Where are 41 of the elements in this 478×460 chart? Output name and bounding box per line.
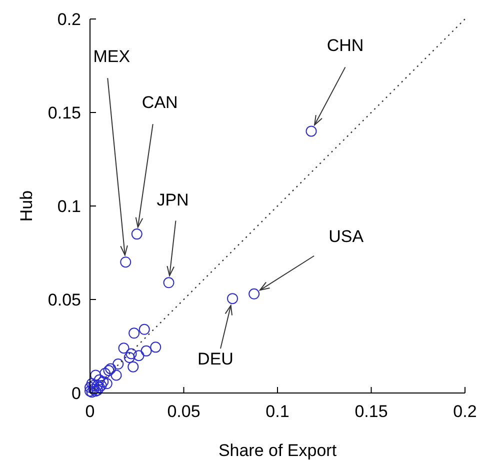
point: [124, 352, 135, 363]
point: [227, 293, 238, 304]
y-tick-label: 0.15: [48, 104, 81, 122]
x-tick-label: 0.15: [354, 402, 388, 421]
point: [163, 277, 174, 288]
point: [306, 126, 317, 137]
point: [248, 288, 260, 300]
point: [140, 345, 152, 356]
x-axis-title: Share of Export: [218, 441, 337, 460]
y-tick-label: 0.05: [48, 290, 81, 310]
y-tick-label: 0.2: [57, 10, 81, 29]
point: [138, 324, 150, 335]
point: [100, 368, 110, 379]
point: [110, 370, 122, 381]
point: [120, 256, 132, 268]
x-tick-label: 0.2: [453, 402, 477, 421]
point: [150, 342, 162, 353]
annotation: JPN: [156, 190, 189, 210]
point: [133, 350, 144, 362]
annotation: USA: [328, 226, 364, 246]
y-tick-label: 0.1: [57, 197, 81, 216]
point: [128, 328, 140, 339]
annotation: MEX: [93, 47, 130, 66]
point: [112, 358, 124, 370]
point: [90, 370, 102, 381]
x-tick-label: 0.1: [266, 402, 290, 421]
annotation: CAN: [142, 93, 178, 112]
point: [128, 361, 139, 372]
point: [98, 376, 109, 388]
annotation: CHN: [326, 36, 364, 56]
point: [126, 348, 137, 360]
x-tick-label: 0: [85, 402, 95, 421]
point: [131, 228, 142, 240]
x-tick-label: 0.05: [167, 402, 200, 421]
annotation: DEU: [198, 350, 234, 369]
point: [84, 382, 96, 393]
y-axis-title: Hub: [17, 190, 36, 222]
y-tick-label: 0: [72, 384, 81, 403]
point: [94, 374, 105, 386]
point: [101, 378, 112, 390]
point: [118, 342, 130, 354]
